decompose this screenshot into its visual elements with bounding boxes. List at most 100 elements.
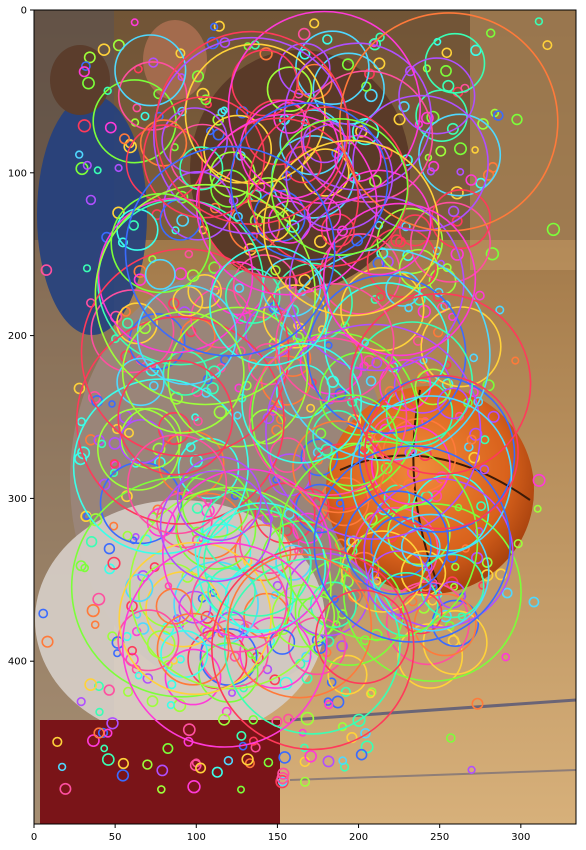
y-axis: 0 100 200 300 400 xyxy=(8,6,34,668)
keypoint-circle xyxy=(446,122,459,135)
x-tick-label: 250 xyxy=(430,832,449,843)
keypoint-circle xyxy=(239,99,340,200)
keypoint-circle xyxy=(383,484,411,512)
keypoint-circle xyxy=(194,523,252,581)
keypoint-circle xyxy=(292,488,330,526)
keypoint-circle xyxy=(365,375,377,387)
x-tick-label: 200 xyxy=(349,832,368,843)
keypoint-circle xyxy=(138,562,204,628)
keypoint-circle xyxy=(103,86,112,96)
keypoint-circle xyxy=(260,355,312,406)
keypoint-circle xyxy=(80,563,89,573)
keypoint-circle xyxy=(232,254,297,319)
keypoint-circle xyxy=(213,20,225,32)
keypoint-circle xyxy=(157,785,166,794)
keypoint-circle xyxy=(78,66,90,78)
keypoint-circle xyxy=(309,18,320,29)
keypoint-circle xyxy=(119,133,131,145)
keypoint-circle xyxy=(447,205,460,218)
keypoint-circle xyxy=(430,189,491,250)
keypoint-circle xyxy=(534,17,544,26)
keypoint-circle xyxy=(439,609,452,623)
keypoint-circle xyxy=(250,742,261,753)
keypoint-circle xyxy=(124,427,135,438)
keypoint-circle xyxy=(207,567,256,616)
keypoint-circle xyxy=(338,12,559,232)
keypoint-circle xyxy=(325,169,432,276)
x-tick-label: 150 xyxy=(268,832,287,843)
keypoint-circle xyxy=(344,490,450,596)
keypoint-circle xyxy=(380,462,393,475)
keypoint-circle xyxy=(501,652,511,662)
keypoint-circle xyxy=(132,626,142,637)
keypoint-circle xyxy=(482,379,495,392)
keypoint-circle xyxy=(324,699,334,710)
keypoint-circle xyxy=(144,258,176,290)
keypoint-circle xyxy=(123,139,137,154)
y-tick-label: 200 xyxy=(8,331,27,342)
keypoint-circle xyxy=(364,512,378,526)
keypoint-circle xyxy=(185,326,197,338)
keypoint-circle xyxy=(234,524,292,582)
keypoint-circle xyxy=(270,118,409,256)
keypoint-circle xyxy=(294,556,404,666)
keypoint-circle xyxy=(251,331,419,499)
keypoint-circle xyxy=(93,727,105,739)
keypoint-circle xyxy=(349,292,532,476)
keypoint-circle xyxy=(38,608,49,619)
keypoint-circle xyxy=(116,302,158,345)
keypoint-circle xyxy=(227,553,373,699)
keypoint-circle xyxy=(435,145,447,157)
keypoint-circle xyxy=(236,730,247,741)
keypoint-circle xyxy=(200,94,212,106)
keypoint-circle xyxy=(159,470,272,583)
keypoint-circle xyxy=(107,556,121,570)
keypoint-circle xyxy=(442,360,452,370)
keypoint-circle xyxy=(313,445,512,643)
keypoint-circle xyxy=(355,748,368,761)
keypoint-circle xyxy=(294,483,345,534)
keypoint-circle xyxy=(456,167,465,176)
keypoint-circle xyxy=(227,10,421,205)
keypoint-circle xyxy=(304,749,318,763)
keypoint-circle xyxy=(259,47,273,61)
keypoint-circle xyxy=(336,640,348,652)
keypoint-circle xyxy=(460,83,470,93)
keypoint-circle xyxy=(490,108,500,118)
keypoint-circle xyxy=(172,614,181,623)
keypoint-circle xyxy=(108,400,116,408)
keypoint-circle xyxy=(376,292,386,302)
keypoint-circle xyxy=(116,769,130,782)
keypoint-circle xyxy=(166,700,175,710)
keypoint-circle xyxy=(306,403,316,413)
keypoint-circle xyxy=(118,541,272,696)
keypoint-circle xyxy=(209,202,221,214)
keypoint-circle xyxy=(176,213,190,227)
keypoint-circle xyxy=(156,764,169,777)
keypoint-circle xyxy=(117,757,129,770)
keypoint-circle xyxy=(234,283,245,293)
keypoint-circle xyxy=(276,364,331,419)
keypoint-circle xyxy=(175,48,186,59)
keypoint-circle xyxy=(398,57,476,135)
keypoint-circle xyxy=(190,555,288,653)
keypoint-circle xyxy=(198,225,208,235)
keypoint-circle xyxy=(177,437,240,500)
keypoint-circle xyxy=(196,87,210,101)
keypoint-circle xyxy=(366,689,376,699)
keypoint-circle xyxy=(140,111,150,121)
keypoint-circle xyxy=(148,380,159,391)
keypoint-circle xyxy=(167,679,177,690)
keypoint-circle xyxy=(127,645,137,656)
keypoint-circle xyxy=(393,113,406,126)
keypoint-circle xyxy=(511,356,520,365)
keypoint-circle xyxy=(95,707,104,717)
keypoint-circle xyxy=(430,490,443,502)
keypoint-circle xyxy=(163,171,233,241)
keypoint-circle xyxy=(341,58,355,71)
keypoint-circle xyxy=(350,395,513,558)
keypoint-circle xyxy=(487,410,500,423)
keypoint-circle xyxy=(73,382,86,395)
keypoint-circle xyxy=(114,34,187,107)
keypoint-circle xyxy=(511,113,523,126)
